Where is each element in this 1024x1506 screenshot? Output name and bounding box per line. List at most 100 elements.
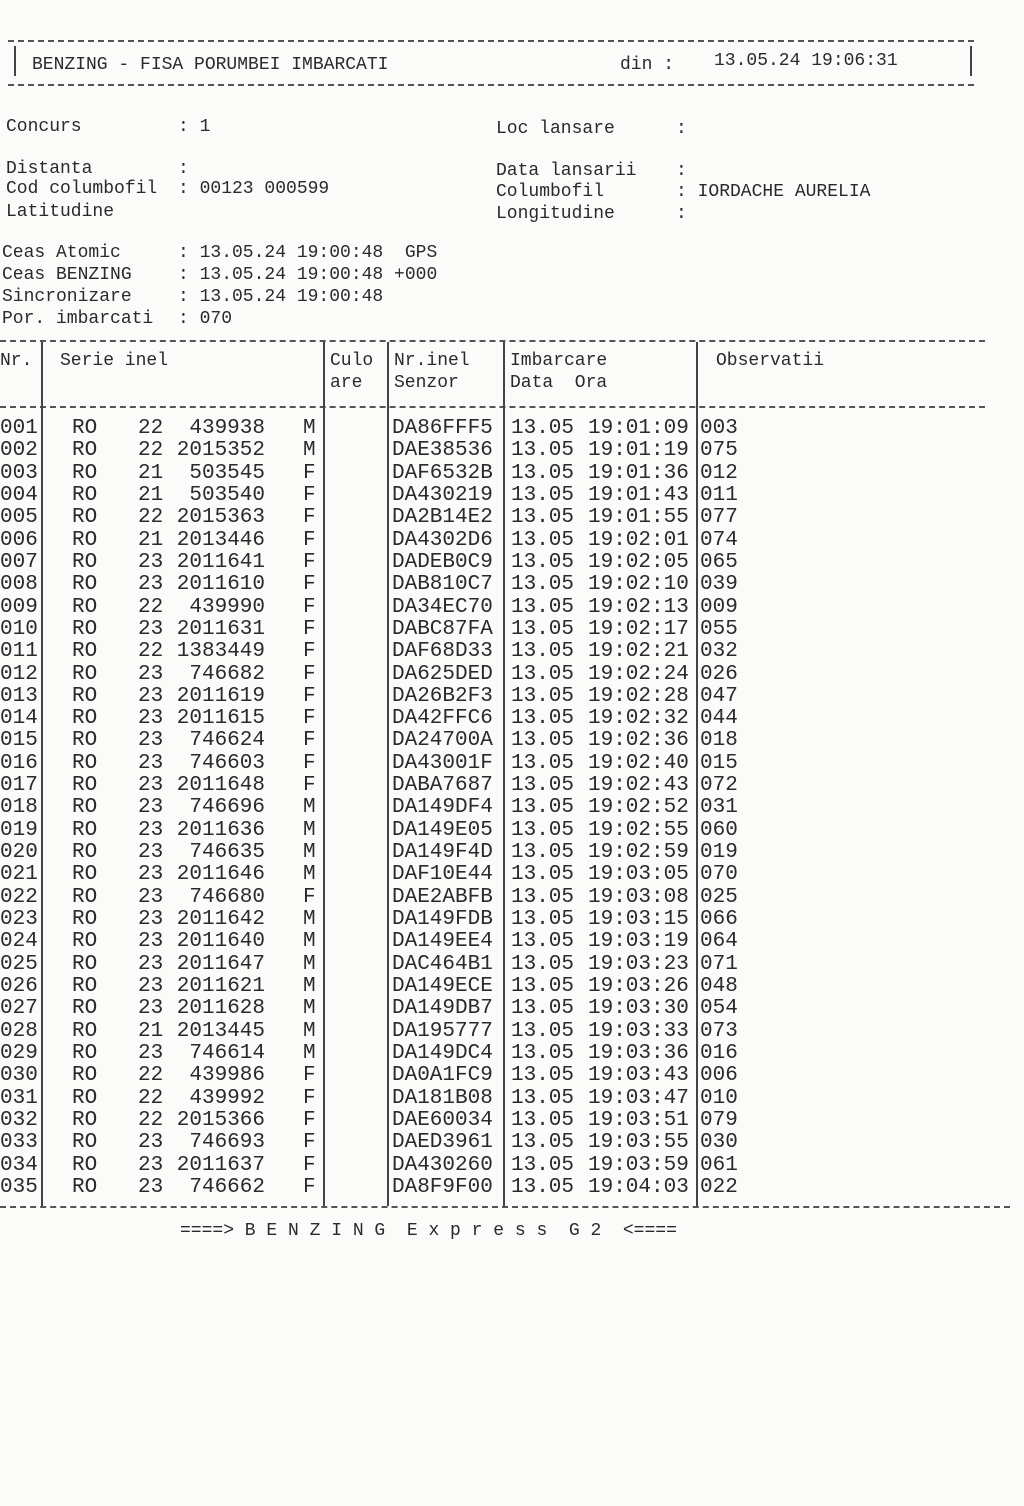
- clock-label: Por. imbarcati: [2, 309, 154, 329]
- clock-label: Ceas Atomic: [2, 243, 121, 263]
- rule: [970, 46, 972, 76]
- field-value: :: [676, 161, 687, 181]
- ring-number: 746603: [189, 751, 265, 775]
- field-value: : 1: [178, 117, 211, 137]
- ring-number: 2011640: [176, 930, 265, 954]
- ring-number: 2011637: [176, 1153, 265, 1177]
- row-number: 006: [0, 528, 38, 552]
- row-number: 012: [0, 662, 38, 686]
- clock-value: : 13.05.24 19:00:48: [178, 287, 384, 307]
- time: 19:03:30: [588, 997, 689, 1021]
- year: 22: [138, 595, 164, 619]
- sex: M: [303, 841, 316, 865]
- country: RO: [72, 885, 98, 909]
- row-number: 025: [0, 952, 38, 976]
- country: RO: [72, 617, 98, 641]
- clock-value: : 070: [178, 309, 233, 329]
- date: 13.05: [511, 439, 575, 463]
- sex: F: [303, 483, 316, 507]
- country: RO: [72, 550, 98, 574]
- time: 19:03:55: [588, 1131, 689, 1155]
- observation: 060: [700, 818, 738, 842]
- sex: F: [303, 640, 316, 664]
- observation: 061: [700, 1153, 738, 1177]
- ring-number: 2013445: [176, 1019, 265, 1043]
- sensor: DA149DC4: [392, 1041, 493, 1065]
- rule: [8, 40, 974, 42]
- ring-number: 503540: [189, 483, 265, 507]
- row-number: 027: [0, 997, 38, 1021]
- row-number: 032: [0, 1108, 38, 1132]
- time: 19:02:17: [588, 617, 689, 641]
- column-header: Senzor: [394, 373, 459, 393]
- ring-number: 2011615: [176, 707, 265, 731]
- sensor: DABA7687: [392, 774, 493, 798]
- observation: 012: [700, 461, 738, 485]
- ring-number: 746693: [189, 1131, 265, 1155]
- observation: 011: [700, 483, 738, 507]
- ring-number: 746682: [189, 662, 265, 686]
- time: 19:02:13: [588, 595, 689, 619]
- rule: [503, 342, 505, 1206]
- date: 13.05: [511, 1019, 575, 1043]
- sex: F: [303, 662, 316, 686]
- row-number: 022: [0, 885, 38, 909]
- sensor: DA430219: [392, 483, 493, 507]
- rule: [8, 84, 974, 86]
- clock-label: Ceas BENZING: [2, 265, 132, 285]
- sex: M: [303, 930, 316, 954]
- year: 23: [138, 1041, 164, 1065]
- country: RO: [72, 751, 98, 775]
- rule: [0, 1206, 1010, 1208]
- year: 21: [138, 528, 164, 552]
- ring-number: 2013446: [176, 528, 265, 552]
- ring-number: 2015363: [176, 506, 265, 530]
- sensor: DA149F4D: [392, 841, 493, 865]
- field-label: Cod columbofil: [6, 179, 158, 199]
- sensor: DA430260: [392, 1153, 493, 1177]
- ring-number: 2011647: [176, 952, 265, 976]
- date: 13.05: [511, 573, 575, 597]
- field-label: Concurs: [6, 117, 82, 137]
- year: 23: [138, 818, 164, 842]
- date: 13.05: [511, 774, 575, 798]
- rule: [323, 342, 325, 1206]
- date: 13.05: [511, 1041, 575, 1065]
- rule: [387, 342, 389, 1206]
- date: 13.05: [511, 885, 575, 909]
- date: 13.05: [511, 796, 575, 820]
- row-number: 030: [0, 1064, 38, 1088]
- year: 21: [138, 461, 164, 485]
- country: RO: [72, 1108, 98, 1132]
- row-number: 004: [0, 483, 38, 507]
- sex: M: [303, 908, 316, 932]
- row-number: 021: [0, 863, 38, 887]
- observation: 070: [700, 863, 738, 887]
- ring-number: 2011621: [176, 975, 265, 998]
- row-number: 018: [0, 796, 38, 820]
- time: 19:03:33: [588, 1019, 689, 1043]
- date-label: din :: [620, 55, 675, 75]
- row-number: 033: [0, 1131, 38, 1155]
- observation: 026: [700, 662, 738, 686]
- year: 23: [138, 1131, 164, 1155]
- row-number: 005: [0, 506, 38, 530]
- sex: M: [303, 952, 316, 976]
- sensor: DAE2ABFB: [392, 885, 493, 909]
- row-number: 017: [0, 774, 38, 798]
- row-number: 020: [0, 841, 38, 865]
- sex: F: [303, 885, 316, 909]
- year: 23: [138, 774, 164, 798]
- rule: [41, 342, 43, 1206]
- field-label: Loc lansare: [496, 119, 615, 139]
- sex: F: [303, 506, 316, 530]
- date: 13.05: [511, 707, 575, 731]
- observation: 003: [700, 417, 738, 440]
- observation: 073: [700, 1019, 738, 1043]
- observation: 055: [700, 617, 738, 641]
- observation: 065: [700, 550, 738, 574]
- year: 22: [138, 417, 164, 440]
- field-value: : IORDACHE AURELIA: [676, 182, 871, 202]
- year: 23: [138, 617, 164, 641]
- sex: M: [303, 439, 316, 463]
